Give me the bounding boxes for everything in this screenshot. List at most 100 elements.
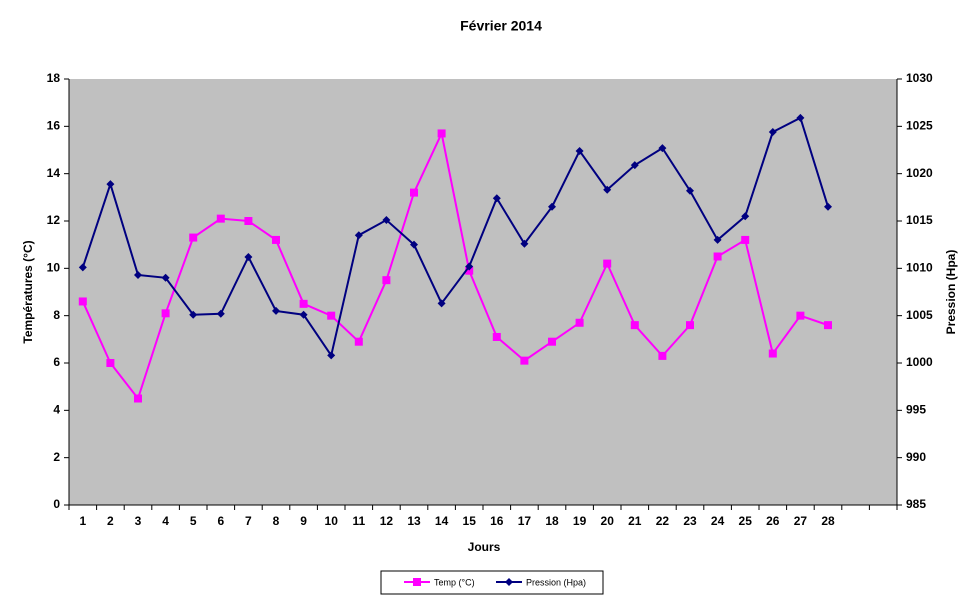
x-tick-label: 13 bbox=[407, 514, 421, 528]
data-point bbox=[244, 217, 253, 225]
data-point bbox=[354, 231, 363, 240]
series-line bbox=[81, 116, 829, 358]
data-point bbox=[106, 359, 115, 367]
data-point bbox=[686, 186, 694, 195]
data-point bbox=[78, 263, 87, 272]
data-point bbox=[354, 337, 363, 346]
x-tick-label: 9 bbox=[300, 514, 307, 528]
x-tick-label: 20 bbox=[601, 514, 615, 528]
data-point bbox=[134, 270, 142, 279]
data-point bbox=[796, 113, 805, 122]
data-point bbox=[768, 128, 777, 137]
x-tick-label: 18 bbox=[545, 514, 559, 528]
x-tick-label: 21 bbox=[628, 514, 642, 528]
data-point bbox=[630, 161, 639, 170]
data-point bbox=[106, 180, 115, 189]
x-tick-label: 24 bbox=[711, 514, 725, 528]
x-tick-label: 17 bbox=[518, 514, 532, 528]
data-point bbox=[465, 266, 474, 275]
x-tick-label: 23 bbox=[683, 514, 697, 528]
data-point bbox=[437, 129, 446, 138]
data-point bbox=[492, 194, 501, 203]
x-tick-label: 1 bbox=[79, 514, 86, 528]
data-point bbox=[713, 252, 722, 261]
legend-box bbox=[380, 570, 604, 595]
data-point bbox=[768, 349, 777, 358]
y-tick-label: 16 bbox=[47, 119, 61, 133]
x-tick-label: 14 bbox=[435, 514, 449, 528]
chart-title: Février 2014 bbox=[460, 18, 542, 34]
y2-tick-label: 995 bbox=[906, 403, 926, 417]
data-point bbox=[272, 306, 280, 315]
plot-area bbox=[69, 79, 897, 505]
y2-tick-label: 990 bbox=[906, 450, 926, 464]
data-point bbox=[658, 351, 667, 360]
data-point bbox=[161, 309, 170, 318]
y-tick-label: 8 bbox=[53, 308, 60, 322]
data-point bbox=[272, 235, 280, 244]
legend-marker bbox=[413, 578, 421, 586]
data-point bbox=[382, 276, 391, 285]
y2-tick-label: 1015 bbox=[906, 213, 933, 227]
data-point bbox=[299, 299, 308, 308]
y2-tick-label: 1030 bbox=[906, 71, 933, 85]
data-point bbox=[824, 202, 832, 211]
y-tick-label: 12 bbox=[47, 213, 61, 227]
x-tick-label: 12 bbox=[380, 514, 394, 528]
y-tick-label: 18 bbox=[47, 71, 61, 85]
data-point bbox=[630, 321, 639, 330]
y-tick-label: 4 bbox=[53, 403, 60, 417]
data-point bbox=[575, 146, 584, 155]
data-point bbox=[382, 216, 391, 225]
x-tick-label: 11 bbox=[352, 514, 365, 528]
data-point bbox=[327, 351, 336, 360]
data-point bbox=[520, 239, 529, 248]
data-point bbox=[520, 356, 529, 365]
data-point bbox=[741, 235, 750, 244]
data-point bbox=[824, 321, 832, 330]
data-point bbox=[713, 235, 722, 244]
x-tick-label: 26 bbox=[766, 514, 780, 528]
series-line bbox=[81, 130, 829, 401]
legend-label: Temp (°C) bbox=[434, 577, 475, 587]
data-point bbox=[410, 240, 418, 249]
y2-axis-label: Pression (Hpa) bbox=[944, 250, 958, 335]
data-point bbox=[437, 299, 446, 308]
data-point bbox=[216, 214, 225, 223]
y-axis-label: Températures (°C) bbox=[21, 240, 35, 343]
data-point bbox=[189, 310, 198, 319]
y-tick-label: 14 bbox=[47, 166, 61, 180]
x-tick-label: 5 bbox=[190, 514, 197, 528]
y2-tick-label: 1020 bbox=[906, 166, 933, 180]
legend-marker bbox=[505, 578, 513, 586]
x-tick-label: 22 bbox=[656, 514, 670, 528]
x-tick-label: 27 bbox=[794, 514, 808, 528]
y-tick-label: 6 bbox=[53, 355, 60, 369]
data-point bbox=[189, 233, 198, 242]
data-point bbox=[410, 188, 418, 197]
data-point bbox=[548, 202, 556, 211]
x-tick-label: 10 bbox=[325, 514, 339, 528]
y2-tick-label: 985 bbox=[906, 497, 926, 511]
data-point bbox=[575, 318, 584, 327]
x-tick-label: 16 bbox=[490, 514, 504, 528]
data-point bbox=[465, 262, 474, 271]
data-point bbox=[603, 259, 612, 268]
data-point bbox=[603, 185, 612, 194]
y2-tick-label: 1010 bbox=[906, 261, 933, 275]
data-point bbox=[658, 144, 667, 153]
y-tick-label: 0 bbox=[53, 497, 60, 511]
x-tick-label: 6 bbox=[217, 514, 224, 528]
data-point bbox=[796, 311, 805, 320]
x-tick-label: 4 bbox=[162, 514, 169, 528]
y-tick-label: 2 bbox=[53, 450, 60, 464]
x-tick-label: 19 bbox=[573, 514, 587, 528]
x-tick-label: 28 bbox=[821, 514, 835, 528]
data-point bbox=[134, 394, 142, 403]
data-point bbox=[327, 311, 336, 320]
data-point bbox=[686, 321, 694, 330]
data-point bbox=[216, 309, 225, 318]
data-point bbox=[244, 252, 253, 261]
y-tick-label: 10 bbox=[47, 261, 61, 275]
